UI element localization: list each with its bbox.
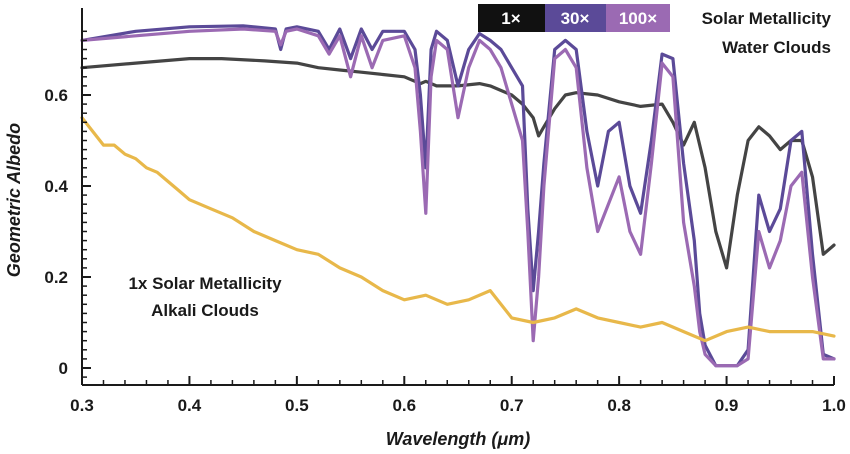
axes xyxy=(81,8,834,386)
x-axis-title: Wavelength (μm) xyxy=(386,429,531,449)
series-line-3 xyxy=(80,116,836,343)
alkali-annotation: 1x Solar Metallicity Alkali Clouds xyxy=(128,274,282,320)
legend-swatch-1x xyxy=(478,4,545,32)
annotation-line-2: Alkali Clouds xyxy=(151,301,259,320)
x-tick-label: 0.5 xyxy=(285,396,309,415)
x-tick-label: 0.7 xyxy=(500,396,524,415)
series-line-2 xyxy=(80,27,836,368)
x-tick-label: 0.8 xyxy=(607,396,631,415)
series-layer xyxy=(80,24,836,368)
annotation-line-1: 1x Solar Metallicity xyxy=(128,274,282,293)
y-tick-label: 0.4 xyxy=(44,177,68,196)
y-tick-label: 0.6 xyxy=(44,86,68,105)
x-tick-label: 0.4 xyxy=(178,396,202,415)
y-axis-title: Geometric Albedo xyxy=(4,123,24,277)
legend-label-1x: 1× xyxy=(501,9,520,28)
series-line-0 xyxy=(80,56,836,270)
x-tick-label: 0.9 xyxy=(715,396,739,415)
legend-label-30x: 30× xyxy=(561,9,590,28)
x-tick-label: 0.6 xyxy=(392,396,416,415)
y-tick-label: 0.2 xyxy=(44,268,68,287)
legend-swatch-100x xyxy=(606,4,670,32)
legend: 1× 30× 100× Solar Metallicity Water Clou… xyxy=(478,4,832,57)
legend-label-100x: 100× xyxy=(619,9,657,28)
legend-title-line-2: Water Clouds xyxy=(722,38,831,57)
ticks: 0.3 0.4 0.5 0.6 0.7 0.8 0.9 1.0 0 0.2 0.4 0.6 xyxy=(44,30,846,415)
y-tick-label: 0 xyxy=(59,359,68,378)
legend-swatch-30x xyxy=(545,4,606,32)
x-tick-label: 0.3 xyxy=(70,396,94,415)
x-tick-label: 1.0 xyxy=(822,396,846,415)
legend-title-line-1: Solar Metallicity xyxy=(702,9,832,28)
